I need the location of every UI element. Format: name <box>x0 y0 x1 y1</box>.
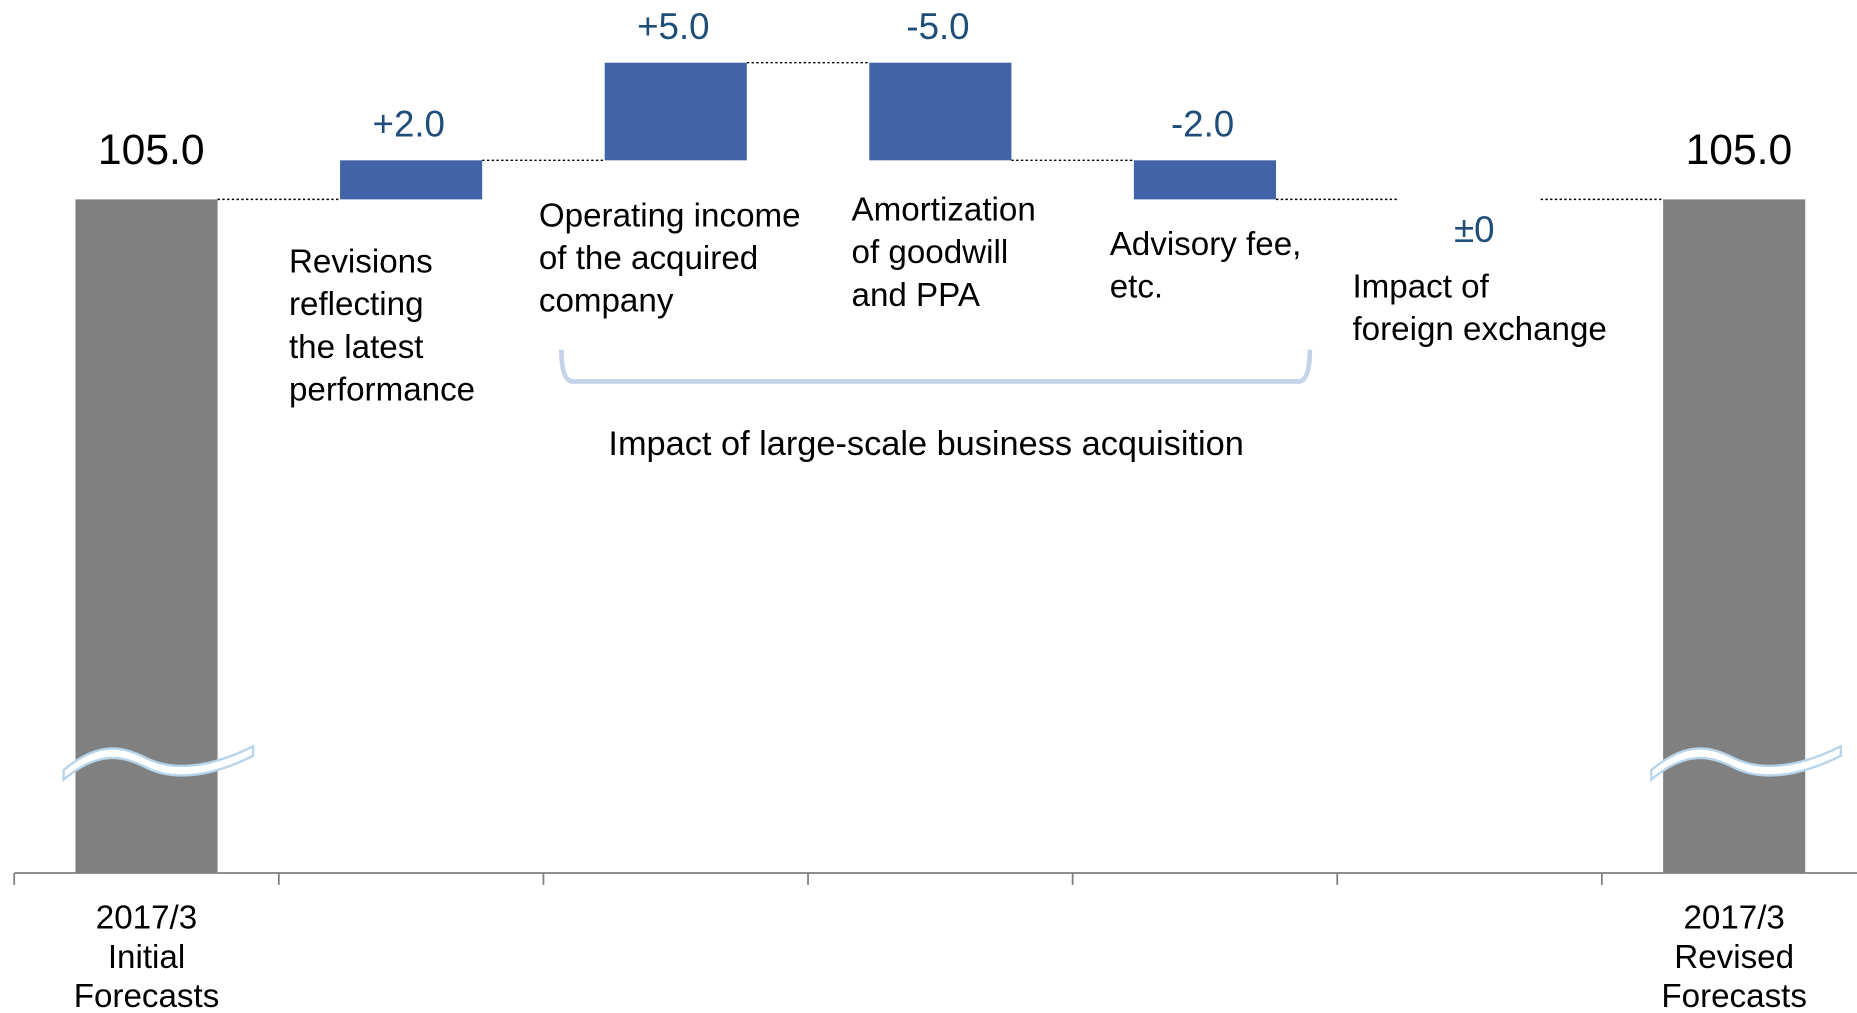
bar <box>604 62 747 161</box>
category-description: Impact of foreign exchange <box>1352 268 1606 348</box>
axis-break <box>1650 744 1842 783</box>
value-label: -5.0 <box>906 6 969 47</box>
x-tick-label: 2017/3 Revised Forecasts <box>1661 900 1807 1013</box>
bracket-label: Impact of large-scale business acquisiti… <box>608 425 1243 463</box>
value-label: +5.0 <box>637 6 709 47</box>
value-label: -2.0 <box>1171 104 1234 145</box>
bar <box>1133 160 1277 200</box>
value-label: ±0 <box>1454 209 1495 250</box>
category-description: Amortization of goodwill and PPA <box>852 191 1036 313</box>
axis-break <box>62 744 255 783</box>
category-description: Revisions reflecting the latest performance <box>289 244 475 409</box>
value-label: 105.0 <box>98 126 205 174</box>
bracket <box>558 349 1313 384</box>
bar <box>340 160 483 200</box>
category-description: Advisory fee, etc. <box>1110 226 1302 306</box>
value-label: +2.0 <box>373 104 445 145</box>
x-tick-label: 2017/3 Initial Forecasts <box>74 900 220 1013</box>
bar <box>869 62 1012 161</box>
category-description: Operating income of the acquired company <box>539 197 801 319</box>
value-label: 105.0 <box>1686 126 1793 174</box>
